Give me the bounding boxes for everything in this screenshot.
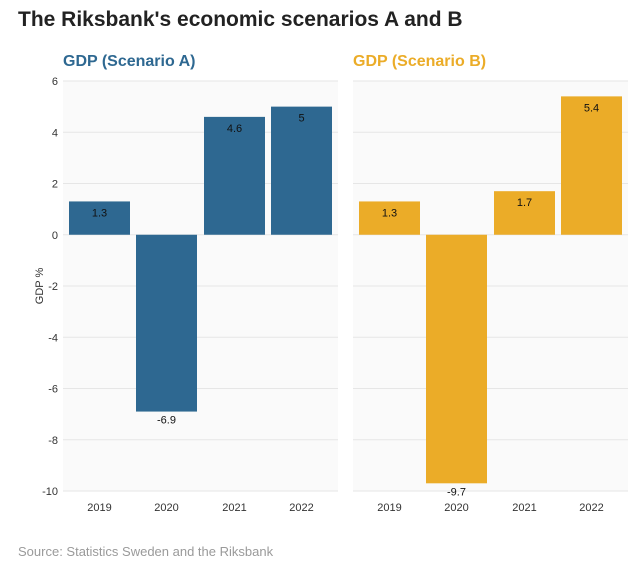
scenario-b-x-tick-label-2021: 2021	[512, 502, 536, 514]
scenario-a-y-tick-label: 4	[52, 127, 58, 139]
scenario-a-y-tick-label: 6	[52, 76, 58, 88]
scenario-a-data-label-2020: -6.9	[157, 415, 176, 427]
scenario-a-data-label-2022: 5	[298, 113, 304, 125]
scenario-b-data-label-2020: -9.7	[447, 486, 466, 498]
scenario-a-bar-2022	[271, 106, 332, 235]
scenario-a-y-tick-label: 0	[52, 230, 58, 242]
scenario-a-y-tick-label: -8	[48, 435, 58, 447]
scenario-b-x-tick-label-2020: 2020	[444, 502, 468, 514]
scenario-b-data-label-2019: 1.3	[382, 207, 397, 219]
scenario-b-x-tick-label-2022: 2022	[579, 502, 603, 514]
scenario-b-chart-title: GDP (Scenario B)	[353, 53, 486, 70]
scenario-a-bar-2019	[69, 201, 130, 235]
scenario-a-data-label-2021: 4.6	[227, 123, 242, 135]
scenario-b-bar-2022	[561, 96, 622, 235]
scenario-b-data-label-2021: 1.7	[517, 197, 532, 209]
scenario-a-bar-2020	[136, 234, 197, 412]
scenario-a-data-label-2019: 1.3	[92, 207, 107, 219]
page-title: The Riksbank's economic scenarios A and …	[18, 8, 463, 31]
scenario-a-y-tick-label: 2	[52, 179, 58, 191]
scenario-b-bar-2019	[359, 201, 420, 235]
scenario-b-bar-2020	[426, 234, 487, 484]
scenario-b-x-tick-label-2019: 2019	[377, 502, 401, 514]
scenario-a-y-axis-label: GDP %	[34, 268, 46, 305]
scenario-a-y-tick-label: -6	[48, 384, 58, 396]
scenario-a-x-tick-label-2019: 2019	[87, 502, 111, 514]
scenario-a-bar-2021	[204, 116, 265, 235]
scenario-b-data-label-2022: 5.4	[584, 102, 599, 114]
scenario-a-x-tick-label-2021: 2021	[222, 502, 246, 514]
scenario-a-x-tick-label-2022: 2022	[289, 502, 313, 514]
scenario-a-y-tick-label: -4	[48, 332, 58, 344]
scenario-a-chart-title: GDP (Scenario A)	[63, 53, 195, 70]
scenario-a-y-tick-label: -10	[42, 486, 58, 498]
scenario-a-x-tick-label-2020: 2020	[154, 502, 178, 514]
source-note: Source: Statistics Sweden and the Riksba…	[18, 544, 274, 559]
scenario-a-y-tick-label: -2	[48, 281, 58, 293]
scenario-b-bar-2021	[494, 191, 555, 235]
